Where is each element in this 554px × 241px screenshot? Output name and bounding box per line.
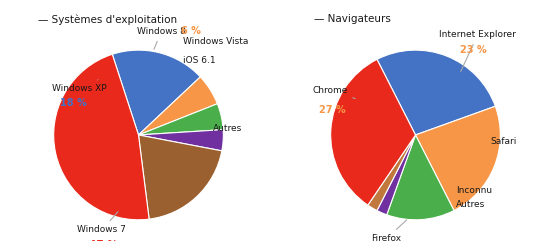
Wedge shape — [112, 50, 201, 135]
Text: 27 %: 27 % — [319, 105, 345, 114]
Text: Autres: Autres — [456, 200, 485, 209]
Wedge shape — [377, 135, 416, 215]
Wedge shape — [138, 135, 222, 219]
Wedge shape — [138, 77, 217, 135]
Text: Windows Vista: Windows Vista — [183, 37, 248, 46]
Wedge shape — [377, 50, 495, 135]
Text: iOS 6.1: iOS 6.1 — [183, 56, 216, 65]
Text: Chrome: Chrome — [312, 86, 355, 99]
Wedge shape — [368, 135, 416, 211]
Text: 18 %: 18 % — [60, 98, 87, 108]
Text: Inconnu: Inconnu — [456, 186, 493, 194]
Text: Safari: Safari — [490, 137, 516, 146]
Text: 47 %: 47 % — [89, 240, 118, 241]
Text: 23 %: 23 % — [460, 45, 486, 55]
Wedge shape — [138, 130, 223, 151]
Text: Windows XP: Windows XP — [52, 80, 106, 93]
Wedge shape — [138, 104, 223, 135]
Text: Windows 7: Windows 7 — [78, 212, 126, 234]
Wedge shape — [54, 54, 149, 220]
Text: — Systèmes d'exploitation: — Systèmes d'exploitation — [38, 14, 177, 25]
Text: Autres: Autres — [213, 124, 243, 133]
Text: Firefox: Firefox — [371, 220, 407, 241]
Text: Windows 8: Windows 8 — [137, 27, 186, 49]
Wedge shape — [387, 135, 454, 220]
Text: Internet Explorer: Internet Explorer — [439, 30, 516, 71]
Wedge shape — [331, 59, 416, 205]
Text: 6 %: 6 % — [181, 27, 201, 36]
Wedge shape — [416, 106, 500, 211]
Text: — Navigateurs: — Navigateurs — [314, 14, 391, 25]
